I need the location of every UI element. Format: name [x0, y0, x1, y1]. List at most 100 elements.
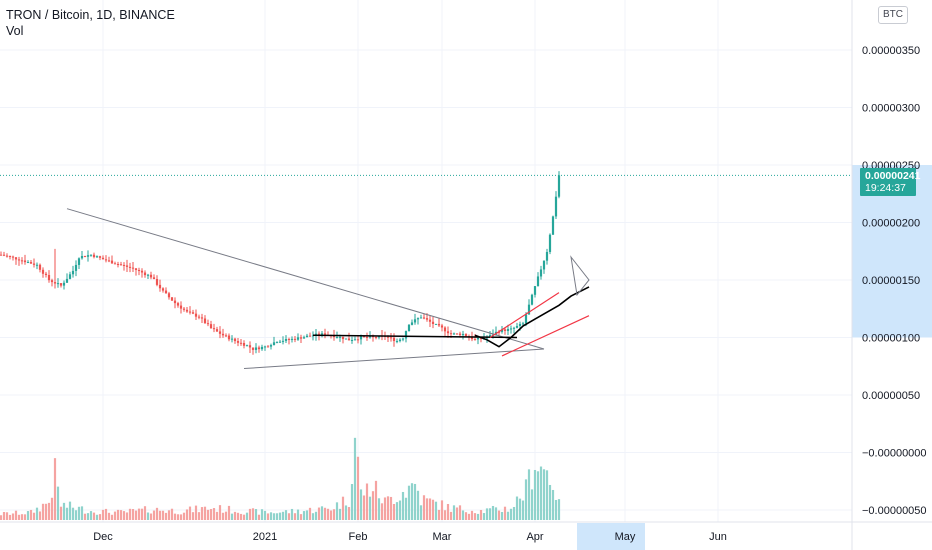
- candle-body: [368, 336, 372, 338]
- candle-body: [209, 324, 213, 329]
- volume-bar: [470, 510, 474, 520]
- candle-body: [416, 318, 420, 320]
- candle-body: [452, 333, 456, 335]
- volume-bar: [203, 506, 207, 520]
- candle-body: [548, 234, 552, 252]
- volume-bar: [431, 499, 435, 520]
- volume-bar: [437, 509, 441, 520]
- volume-bar: [272, 513, 276, 520]
- volume-bar: [557, 499, 561, 520]
- candle-body: [353, 339, 357, 341]
- candle-body: [443, 327, 447, 332]
- candle-body: [185, 309, 189, 312]
- price-tick-label: −0.00000000: [862, 448, 927, 460]
- volume-bar: [245, 512, 249, 520]
- candle-body: [92, 254, 96, 258]
- candle-body: [350, 339, 354, 341]
- volume-bar: [374, 480, 378, 520]
- candle-body: [110, 260, 114, 264]
- candle-body: [323, 333, 327, 335]
- volume-bar: [125, 512, 129, 520]
- volume-bar: [50, 497, 54, 520]
- candle-body: [140, 270, 144, 273]
- candle-body: [119, 264, 123, 266]
- volume-bar: [266, 513, 270, 520]
- volume-bar: [254, 509, 258, 520]
- price-axis[interactable]: 0.000003500.000003000.000002500.00000200…: [851, 0, 927, 550]
- candle-body: [521, 323, 525, 325]
- volume-bar: [338, 508, 342, 520]
- volume-bar: [227, 505, 231, 520]
- candle-body: [221, 333, 225, 336]
- volume-bar: [377, 498, 381, 520]
- volume-bar: [323, 507, 327, 520]
- candle-body: [290, 338, 294, 340]
- volume-bar: [524, 479, 528, 520]
- candle-body: [257, 347, 261, 350]
- volume-bar: [440, 500, 444, 520]
- volume-bar: [80, 506, 84, 520]
- volume-bar: [104, 508, 108, 520]
- candle-body: [389, 337, 393, 339]
- volume-bar: [476, 513, 480, 520]
- candle-body: [29, 262, 33, 264]
- candle-body: [449, 333, 453, 335]
- drawings[interactable]: [66, 208, 590, 370]
- volume-bar: [314, 511, 318, 520]
- candle-body: [488, 334, 492, 338]
- volume-bar: [248, 508, 252, 520]
- volume-bar: [236, 512, 240, 520]
- volume-bar: [239, 513, 243, 520]
- volume-bar: [179, 514, 183, 520]
- candle-body: [131, 267, 135, 269]
- volume-bar: [158, 510, 162, 520]
- volume-bar: [479, 509, 483, 520]
- price-tick-label: −0.00000050: [862, 505, 927, 517]
- price-tick-label: 0.00000150: [862, 275, 920, 287]
- symbol-title[interactable]: TRON / Bitcoin, 1D, BINANCE: [6, 8, 175, 22]
- volume-bar: [257, 514, 261, 520]
- candle-body: [236, 341, 240, 343]
- candle-body: [464, 333, 468, 337]
- horizontal-resistance: [312, 334, 518, 339]
- candle-body: [434, 323, 438, 325]
- candle-body: [152, 277, 156, 280]
- volume-bar: [2, 511, 6, 520]
- curved-path: [474, 286, 590, 348]
- candle-body: [536, 276, 540, 287]
- volume-bar: [302, 511, 306, 520]
- currency-button[interactable]: BTC: [878, 6, 908, 24]
- candle-body: [98, 256, 102, 258]
- candle-body: [206, 323, 210, 325]
- volume-bar: [416, 490, 420, 520]
- volume-bar: [197, 512, 201, 520]
- candle-body: [278, 341, 282, 343]
- candle-body: [299, 337, 303, 339]
- volume-bar: [443, 510, 447, 520]
- candle-body: [53, 282, 57, 284]
- candle-body: [341, 336, 345, 340]
- time-axis[interactable]: Dec 2021 Feb Mar Apr May Jun: [0, 521, 932, 543]
- volume-bar: [122, 511, 126, 520]
- candle-body: [134, 268, 138, 271]
- volume-label[interactable]: Vol: [6, 24, 24, 38]
- price-tick-label: 0.00000100: [862, 333, 920, 345]
- price-tick-label: 0.00000350: [862, 45, 920, 57]
- volume-bar: [422, 495, 426, 520]
- candle-body: [359, 336, 363, 340]
- candle-body: [365, 336, 369, 338]
- volume-bar: [119, 510, 123, 520]
- candle-body: [356, 339, 360, 341]
- volume-bar: [263, 510, 267, 520]
- triangle-drawing: [570, 255, 590, 297]
- volume-bar: [434, 501, 438, 520]
- candle-body: [155, 279, 159, 285]
- volume-bar: [527, 469, 531, 520]
- candle-body: [125, 265, 129, 267]
- candle-body: [515, 326, 519, 328]
- candle-body: [476, 337, 480, 340]
- volume-bar: [458, 505, 462, 520]
- volume-bar: [113, 511, 117, 520]
